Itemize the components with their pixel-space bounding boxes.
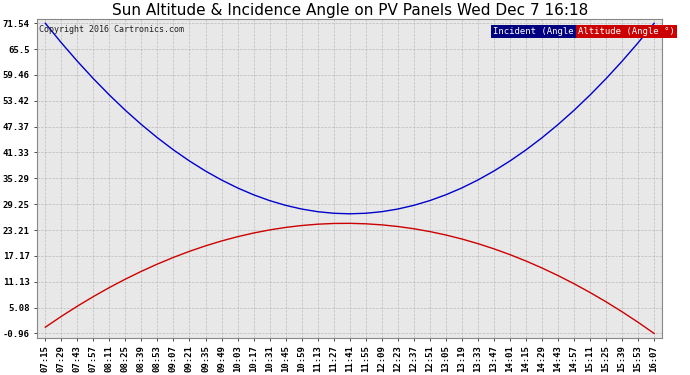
Text: Incident (Angle °): Incident (Angle °) [493, 27, 590, 36]
Text: Copyright 2016 Cartronics.com: Copyright 2016 Cartronics.com [39, 26, 184, 34]
Text: Altitude (Angle °): Altitude (Angle °) [578, 27, 675, 36]
Title: Sun Altitude & Incidence Angle on PV Panels Wed Dec 7 16:18: Sun Altitude & Incidence Angle on PV Pan… [112, 3, 588, 18]
